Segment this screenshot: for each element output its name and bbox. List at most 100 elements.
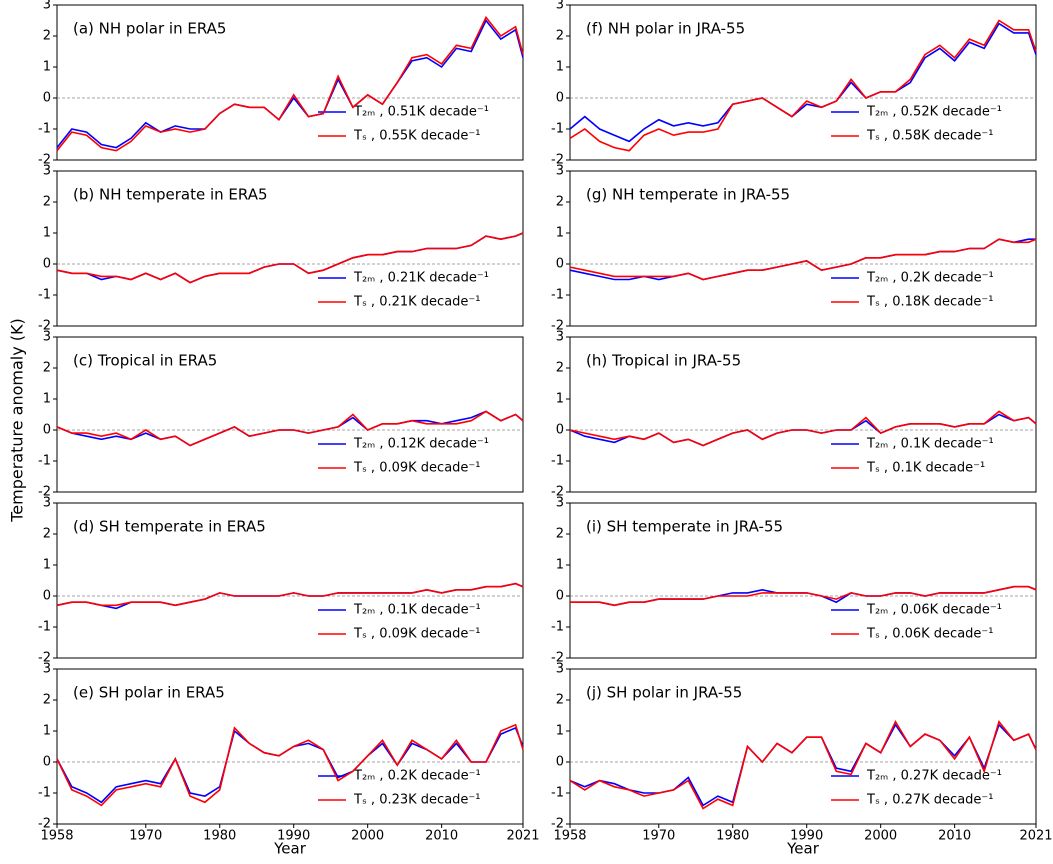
y-tick-label: -1 [551,122,564,137]
y-tick-label: 2 [43,195,51,210]
x-axis-label: Year [786,840,820,858]
plot-frame [569,668,1037,825]
y-tick-label: -2 [551,817,564,832]
panel-title: (b) NH temperate in ERA5 [73,186,268,204]
panel-title: (d) SH temperate in ERA5 [73,518,266,536]
y-tick-label: -2 [551,485,564,500]
y-tick-label: 0 [556,755,564,770]
y-tick-label: 1 [556,558,564,573]
y-tick-label: 1 [556,392,564,407]
panel-title: (g) NH temperate in JRA-55 [586,186,790,204]
x-tick-label: 2021 [1019,829,1052,844]
legend-label: Tₛ , 0.21K decade⁻¹ [353,295,480,310]
x-tick-label: 2021 [506,829,539,844]
y-tick-label: 2 [43,527,51,542]
y-tick-label: 1 [556,60,564,75]
y-tick-label: 2 [556,29,564,44]
series-line [56,232,524,284]
legend-label: T₂ₘ , 0.1K decade⁻¹ [353,603,481,618]
y-tick-label: 3 [556,0,564,13]
y-tick-label: -2 [38,485,51,500]
x-tick-label: 1958 [553,829,586,844]
series-line [569,22,1037,143]
legend-label: Tₛ , 0.09K decade⁻¹ [353,627,480,642]
y-tick-label: 3 [43,496,51,511]
y-tick-label: -1 [38,454,51,469]
y-tick-label: 0 [556,91,564,106]
x-tick-label: 2010 [425,829,458,844]
y-tick-label: 0 [43,589,51,604]
y-tick-label: -2 [38,319,51,334]
y-tick-label: -2 [38,153,51,168]
panel-title: (e) SH polar in ERA5 [73,684,225,702]
y-tick-label: 3 [43,662,51,677]
series-line [569,410,1037,447]
y-tick-label: 1 [43,226,51,241]
legend-label: T₂ₘ , 0.21K decade⁻¹ [353,271,489,286]
legend-label: T₂ₘ , 0.2K decade⁻¹ [866,271,994,286]
legend-label: Tₛ , 0.27K decade⁻¹ [866,793,993,808]
x-tick-label: 2000 [351,829,384,844]
legend-label: Tₛ , 0.18K decade⁻¹ [866,295,993,310]
series-line [56,410,524,447]
y-tick-label: -1 [38,122,51,137]
legend-label: Tₛ , 0.23K decade⁻¹ [353,793,480,808]
plot-frame [569,502,1037,659]
y-tick-label: 1 [43,724,51,739]
plot-frame [569,170,1037,327]
x-tick-label: 2000 [864,829,897,844]
legend-label: T₂ₘ , 0.12K decade⁻¹ [353,437,489,452]
legend-label: Tₛ , 0.09K decade⁻¹ [353,461,480,476]
y-tick-label: -1 [551,454,564,469]
legend-label: Tₛ , 0.06K decade⁻¹ [866,627,993,642]
x-tick-label: 1990 [277,829,310,844]
series-line [56,723,524,807]
panel-title: (f) NH polar in JRA-55 [586,20,745,38]
x-tick-label: 1958 [40,829,73,844]
y-tick-label: 2 [556,527,564,542]
y-tick-label: -1 [551,620,564,635]
y-tick-label: -1 [551,288,564,303]
y-tick-label: -2 [38,651,51,666]
y-tick-label: 1 [556,724,564,739]
x-tick-label: 1980 [203,829,236,844]
y-tick-label: 1 [556,226,564,241]
x-tick-label: 1990 [790,829,823,844]
y-tick-label: 3 [556,662,564,677]
legend-label: T₂ₘ , 0.1K decade⁻¹ [866,437,994,452]
plot-frame [569,4,1037,161]
y-tick-label: 2 [43,693,51,708]
legend-label: T₂ₘ , 0.06K decade⁻¹ [866,603,1002,618]
x-tick-label: 1970 [642,829,675,844]
y-tick-label: 3 [556,330,564,345]
series-line [569,19,1037,152]
y-tick-label: 2 [556,195,564,210]
series-line [56,19,524,149]
y-tick-label: -2 [551,319,564,334]
x-tick-label: 1970 [129,829,162,844]
legend-label: T₂ₘ , 0.27K decade⁻¹ [866,769,1002,784]
y-tick-label: 0 [43,423,51,438]
x-axis-label: Year [273,840,307,858]
series-line [570,585,1037,607]
plot-frame [56,170,524,327]
legend-label: Tₛ , 0.58K decade⁻¹ [866,129,993,144]
legend-label: T₂ₘ , 0.52K decade⁻¹ [866,105,1002,120]
y-tick-label: 3 [43,330,51,345]
y-tick-label: 0 [43,257,51,272]
y-tick-label: 0 [556,423,564,438]
series-line [56,582,524,607]
y-tick-label: 0 [43,91,51,106]
panel-title: (a) NH polar in ERA5 [73,20,226,38]
y-tick-label: 2 [43,29,51,44]
plot-frame [569,336,1037,493]
panel-title: (c) Tropical in ERA5 [73,352,217,370]
plot-frame [56,502,524,659]
y-tick-label: 3 [43,0,51,13]
y-tick-label: 1 [43,392,51,407]
y-tick-label: -2 [38,817,51,832]
plot-frame [56,336,524,493]
y-tick-label: 0 [556,589,564,604]
legend-label: Tₛ , 0.1K decade⁻¹ [866,461,985,476]
